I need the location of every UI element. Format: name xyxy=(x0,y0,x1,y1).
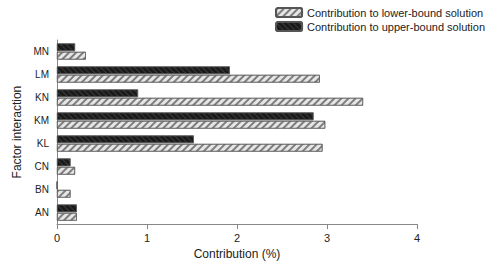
svg-text:Contribution to lower-bound so: Contribution to lower-bound solution xyxy=(307,7,483,19)
svg-text:Factor interaction: Factor interaction xyxy=(10,86,24,179)
svg-text:Contribution to upper-bound so: Contribution to upper-bound solution xyxy=(307,21,485,33)
svg-text:LM: LM xyxy=(35,69,49,80)
svg-text:MN: MN xyxy=(33,46,49,57)
svg-text:KM: KM xyxy=(34,115,49,126)
svg-text:AN: AN xyxy=(35,207,49,218)
svg-text:KL: KL xyxy=(37,138,50,149)
svg-text:Contribution (%): Contribution (%) xyxy=(194,247,281,261)
svg-text:1: 1 xyxy=(144,232,150,244)
svg-text:KN: KN xyxy=(35,92,49,103)
svg-text:CN: CN xyxy=(35,161,49,172)
svg-text:4: 4 xyxy=(414,232,420,244)
svg-text:0: 0 xyxy=(54,232,60,244)
svg-text:3: 3 xyxy=(324,232,330,244)
svg-text:2: 2 xyxy=(234,232,240,244)
svg-text:BN: BN xyxy=(35,184,49,195)
